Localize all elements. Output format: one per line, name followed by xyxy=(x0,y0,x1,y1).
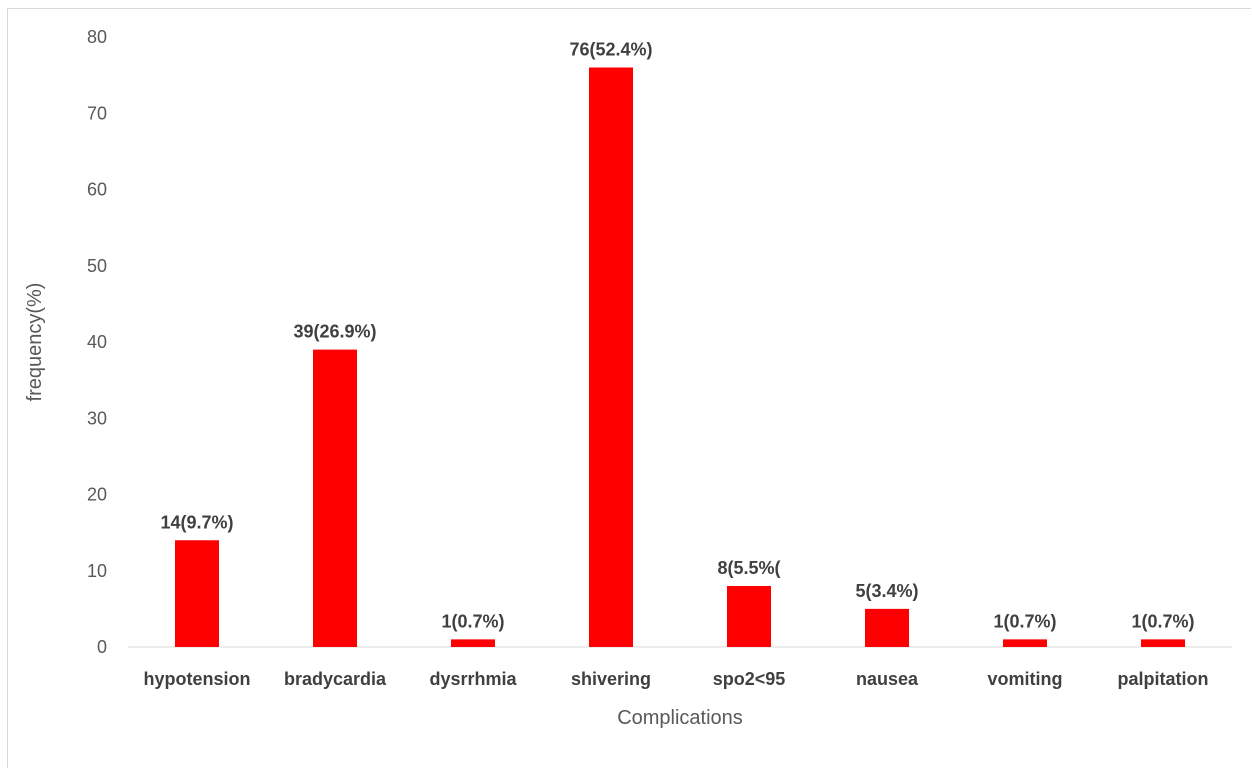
chart-area xyxy=(7,8,1251,768)
bar xyxy=(451,639,495,647)
y-tick-label: 30 xyxy=(87,408,107,428)
data-label: 5(3.4%) xyxy=(855,581,918,601)
x-tick-label: palpitation xyxy=(1118,669,1209,689)
x-tick-label: hypotension xyxy=(144,669,251,689)
bar xyxy=(313,349,357,647)
data-label: 76(52.4%) xyxy=(569,40,652,60)
y-tick-label: 40 xyxy=(87,332,107,352)
data-label: 39(26.9%) xyxy=(293,322,376,342)
x-tick-label: bradycardia xyxy=(284,669,387,689)
y-axis-ticks: 0 10 20 30 40 50 60 70 80 xyxy=(87,27,107,657)
y-tick-label: 60 xyxy=(87,180,107,200)
data-label: 1(0.7%) xyxy=(1131,611,1194,631)
data-labels: 14(9.7%) 39(26.9%) 1(0.7%) 76(52.4%) 8(5.5%(… xyxy=(160,40,1194,632)
bar xyxy=(865,608,909,647)
bar xyxy=(589,67,633,647)
data-label: 1(0.7%) xyxy=(993,611,1056,631)
y-tick-label: 0 xyxy=(97,637,107,657)
bar xyxy=(1141,639,1185,647)
x-axis-title: Complications xyxy=(617,707,743,729)
y-tick-label: 50 xyxy=(87,256,107,276)
x-axis-category-labels: hypotension bradycardia dysrrhmia shivering… xyxy=(144,669,1209,689)
x-tick-label: dysrrhmia xyxy=(429,669,517,689)
data-label: 14(9.7%) xyxy=(160,512,233,532)
data-label: 8(5.5%( xyxy=(717,558,780,578)
x-tick-label: spo2<95 xyxy=(713,669,786,689)
bars xyxy=(175,67,1185,647)
x-tick-label: nausea xyxy=(856,669,919,689)
y-tick-label: 80 xyxy=(87,27,107,47)
x-tick-label: vomiting xyxy=(988,669,1063,689)
data-label: 1(0.7%) xyxy=(441,611,504,631)
bar xyxy=(1003,639,1047,647)
y-tick-label: 10 xyxy=(87,561,107,581)
y-axis-title: frequency(%) xyxy=(24,283,46,402)
bar xyxy=(175,540,219,647)
y-tick-label: 70 xyxy=(87,103,107,123)
bar xyxy=(727,586,771,647)
y-tick-label: 20 xyxy=(87,485,107,505)
x-tick-label: shivering xyxy=(571,669,651,689)
